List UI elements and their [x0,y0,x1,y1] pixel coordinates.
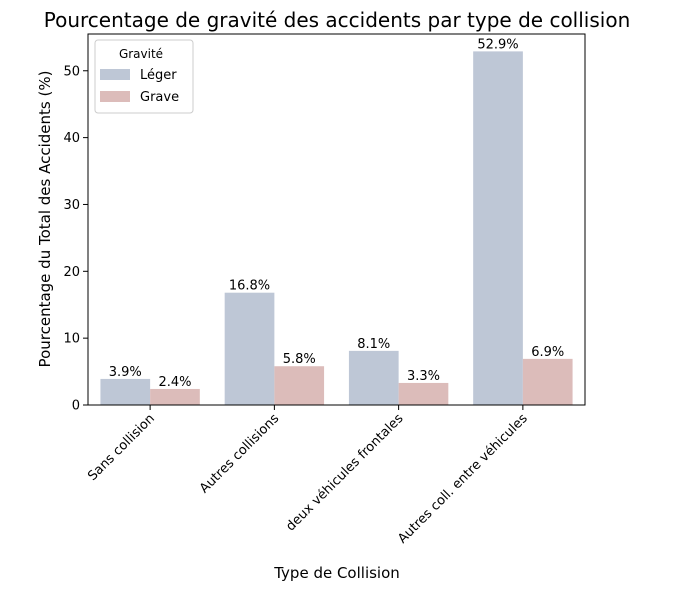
legend-swatch-leger [100,69,130,80]
x-tick-label-0: Sans collision [85,411,158,484]
legend-swatch-grave [100,91,130,102]
bar-grave-0 [150,388,200,405]
y-axis-label: Pourcentage du Total des Accidents (%) [36,71,54,368]
bar-grave-2 [398,382,449,405]
y-tick-label-1: 10 [63,332,80,347]
legend-title: Gravité [119,47,163,61]
x-tick-label-1: Autres collisions [197,411,282,496]
y-tick-label-4: 40 [63,131,80,146]
y-tick-label-5: 50 [63,64,80,79]
x-axis-label: Type de Collision [273,564,400,582]
chart-title: Pourcentage de gravité des accidents par… [44,8,631,32]
legend-label-leger: Léger [140,68,177,83]
bar-label-grave-3: 6.9% [531,345,564,360]
bar-leger-2 [348,350,399,405]
bars-layer [100,51,573,405]
y-tick-label-3: 30 [63,198,80,213]
x-tick-label-3: Autres coll. entre véhicules [395,411,531,547]
bar-leger-0 [100,378,151,405]
plot-frame [87,33,586,406]
bar-label-grave-1: 5.8% [283,352,316,367]
bar-label-grave-2: 3.3% [407,369,440,384]
legend-label-grave: Grave [140,90,179,105]
bar-label-grave-0: 2.4% [158,375,191,390]
bar-labels-layer: 3.9% 16.8% 8.1% 52.9% 2.4% 5.8% 3.3% 6.9% [109,37,564,390]
y-tick-label-2: 20 [63,265,80,280]
y-tick-label-0: 0 [72,399,80,414]
bar-label-leger-0: 3.9% [109,365,142,380]
x-tick-label-2: deux véhicules frontales [283,411,406,534]
bar-label-leger-1: 16.8% [229,279,270,294]
x-axis: Sans collision Autres collisions deux véhi… [85,405,531,547]
bar-label-leger-3: 52.9% [477,37,518,52]
bar-leger-3 [473,51,523,405]
y-axis: 0 10 20 30 40 50 [63,64,88,414]
bar-label-leger-2: 8.1% [357,337,390,352]
legend: Gravité Léger Grave [94,39,194,114]
bar-grave-1 [274,366,325,405]
bar-grave-3 [522,358,573,405]
bar-leger-1 [224,292,275,405]
